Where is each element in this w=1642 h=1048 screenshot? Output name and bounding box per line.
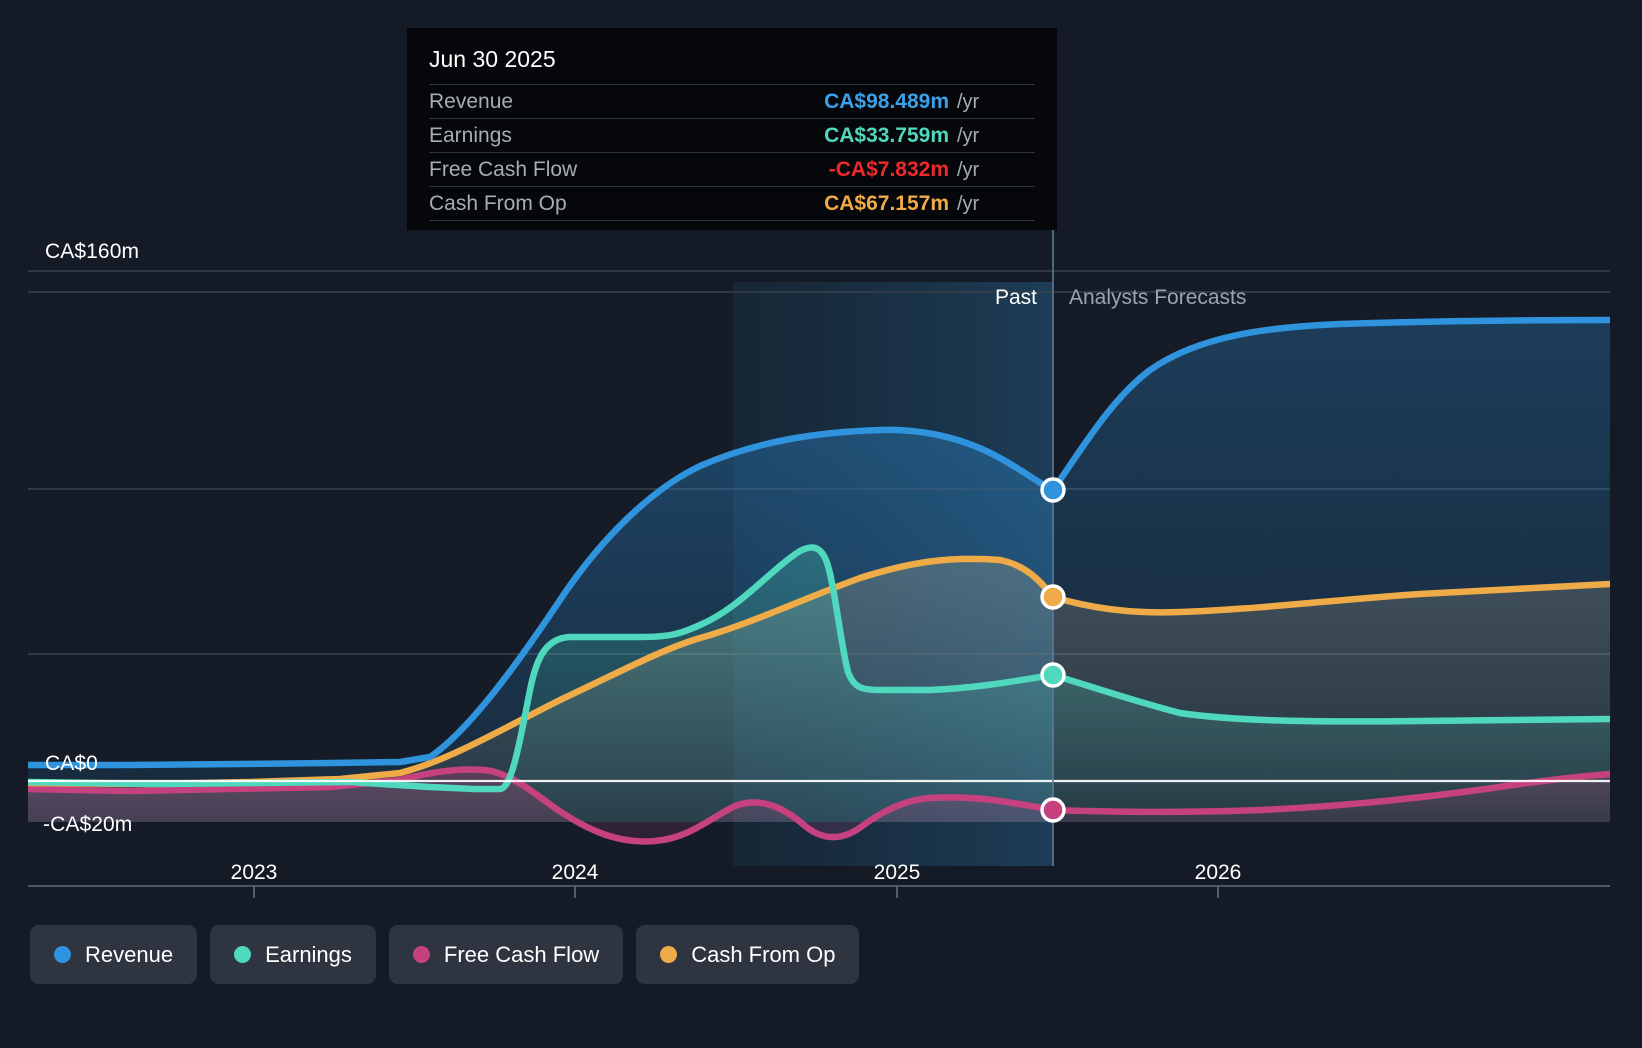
legend-label-earnings: Earnings	[265, 941, 352, 967]
hover-tooltip: Jun 30 2025 Revenue CA$98.489m /yr Earni…	[407, 28, 1057, 230]
series-line-revenue	[28, 316, 1610, 769]
marker-revenue[interactable]	[1040, 477, 1066, 503]
x-axis-ticks	[253, 886, 1219, 898]
series-area-earnings	[28, 547, 1053, 822]
legend-item-freecashflow[interactable]: Free Cash Flow	[388, 925, 624, 984]
x-axis-label-2026: 2026	[1194, 861, 1242, 884]
tooltip-bottom-divider	[429, 220, 1035, 222]
legend-dot-revenue-icon	[54, 946, 71, 963]
analysts-forecasts-label: Analysts Forecasts	[1069, 286, 1247, 309]
legend-label-cashfromop: Cash From Op	[691, 941, 836, 967]
marker-freecashflow[interactable]	[1040, 797, 1066, 823]
marker-earnings[interactable]	[1040, 662, 1066, 688]
legend-label-revenue: Revenue	[85, 941, 174, 967]
legend-dot-earnings-icon	[234, 946, 252, 963]
tooltip-row-cashfromop: Cash From Op CA$67.157m /yr	[429, 186, 1035, 220]
series-line-cashfromop	[28, 555, 1610, 788]
data-point-markers	[1040, 477, 1066, 823]
tooltip-value-cashfromop: CA$67.157m	[824, 192, 949, 215]
legend-item-earnings[interactable]: Earnings	[210, 925, 376, 984]
tooltip-value-freecashflow: -CA$7.832m	[828, 158, 949, 181]
legend-item-revenue[interactable]: Revenue	[30, 925, 198, 984]
series-line-freecashflow	[28, 766, 1610, 845]
tooltip-date: Jun 30 2025	[429, 46, 556, 72]
tooltip-value-revenue: CA$98.489m	[824, 90, 949, 113]
past-label: Past	[995, 286, 1038, 309]
x-axis-label-2025: 2025	[873, 861, 921, 884]
series-line-earnings	[28, 544, 1610, 793]
legend-dot-cashfromop-icon	[660, 946, 678, 963]
x-axis-label-2024: 2024	[551, 861, 599, 884]
x-axis-label-2023: 2023	[230, 861, 278, 884]
legend-dot-freecashflow-icon	[412, 946, 430, 963]
tooltip-value-earnings: CA$33.759m	[824, 124, 949, 147]
legend-item-cashfromop[interactable]: Cash From Op	[636, 925, 860, 984]
tooltip-unit-earnings: /yr	[957, 125, 980, 147]
y-axis-label-min: -CA$20m	[43, 813, 133, 836]
tooltip-unit-freecashflow: /yr	[957, 159, 980, 181]
series-area-freecashflow-forecast	[1053, 774, 1610, 822]
tooltip-unit-cashfromop: /yr	[957, 193, 980, 215]
tooltip-label-cashfromop: Cash From Op	[429, 192, 567, 215]
y-axis-label-zero: CA$0	[45, 752, 98, 775]
tooltip-row-earnings: Earnings CA$33.759m /yr	[429, 118, 1035, 152]
series-area-freecashflow	[28, 769, 1053, 842]
tooltip-row-freecashflow: Free Cash Flow -CA$7.832m /yr	[429, 152, 1035, 186]
series-area-earnings-forecast	[1053, 675, 1610, 822]
y-axis-label-max: CA$160m	[45, 240, 140, 263]
tooltip-label-revenue: Revenue	[429, 90, 514, 113]
tooltip-label-freecashflow: Free Cash Flow	[429, 158, 578, 181]
tooltip-row-revenue: Revenue CA$98.489m /yr	[429, 84, 1035, 118]
tooltip-unit-revenue: /yr	[957, 91, 980, 113]
marker-cashfromop[interactable]	[1040, 584, 1066, 610]
tooltip-label-earnings: Earnings	[429, 124, 512, 147]
legend-label-freecashflow: Free Cash Flow	[443, 941, 600, 967]
chart-legend: Revenue Earnings Free Cash Flow Cash Fro…	[30, 925, 860, 984]
